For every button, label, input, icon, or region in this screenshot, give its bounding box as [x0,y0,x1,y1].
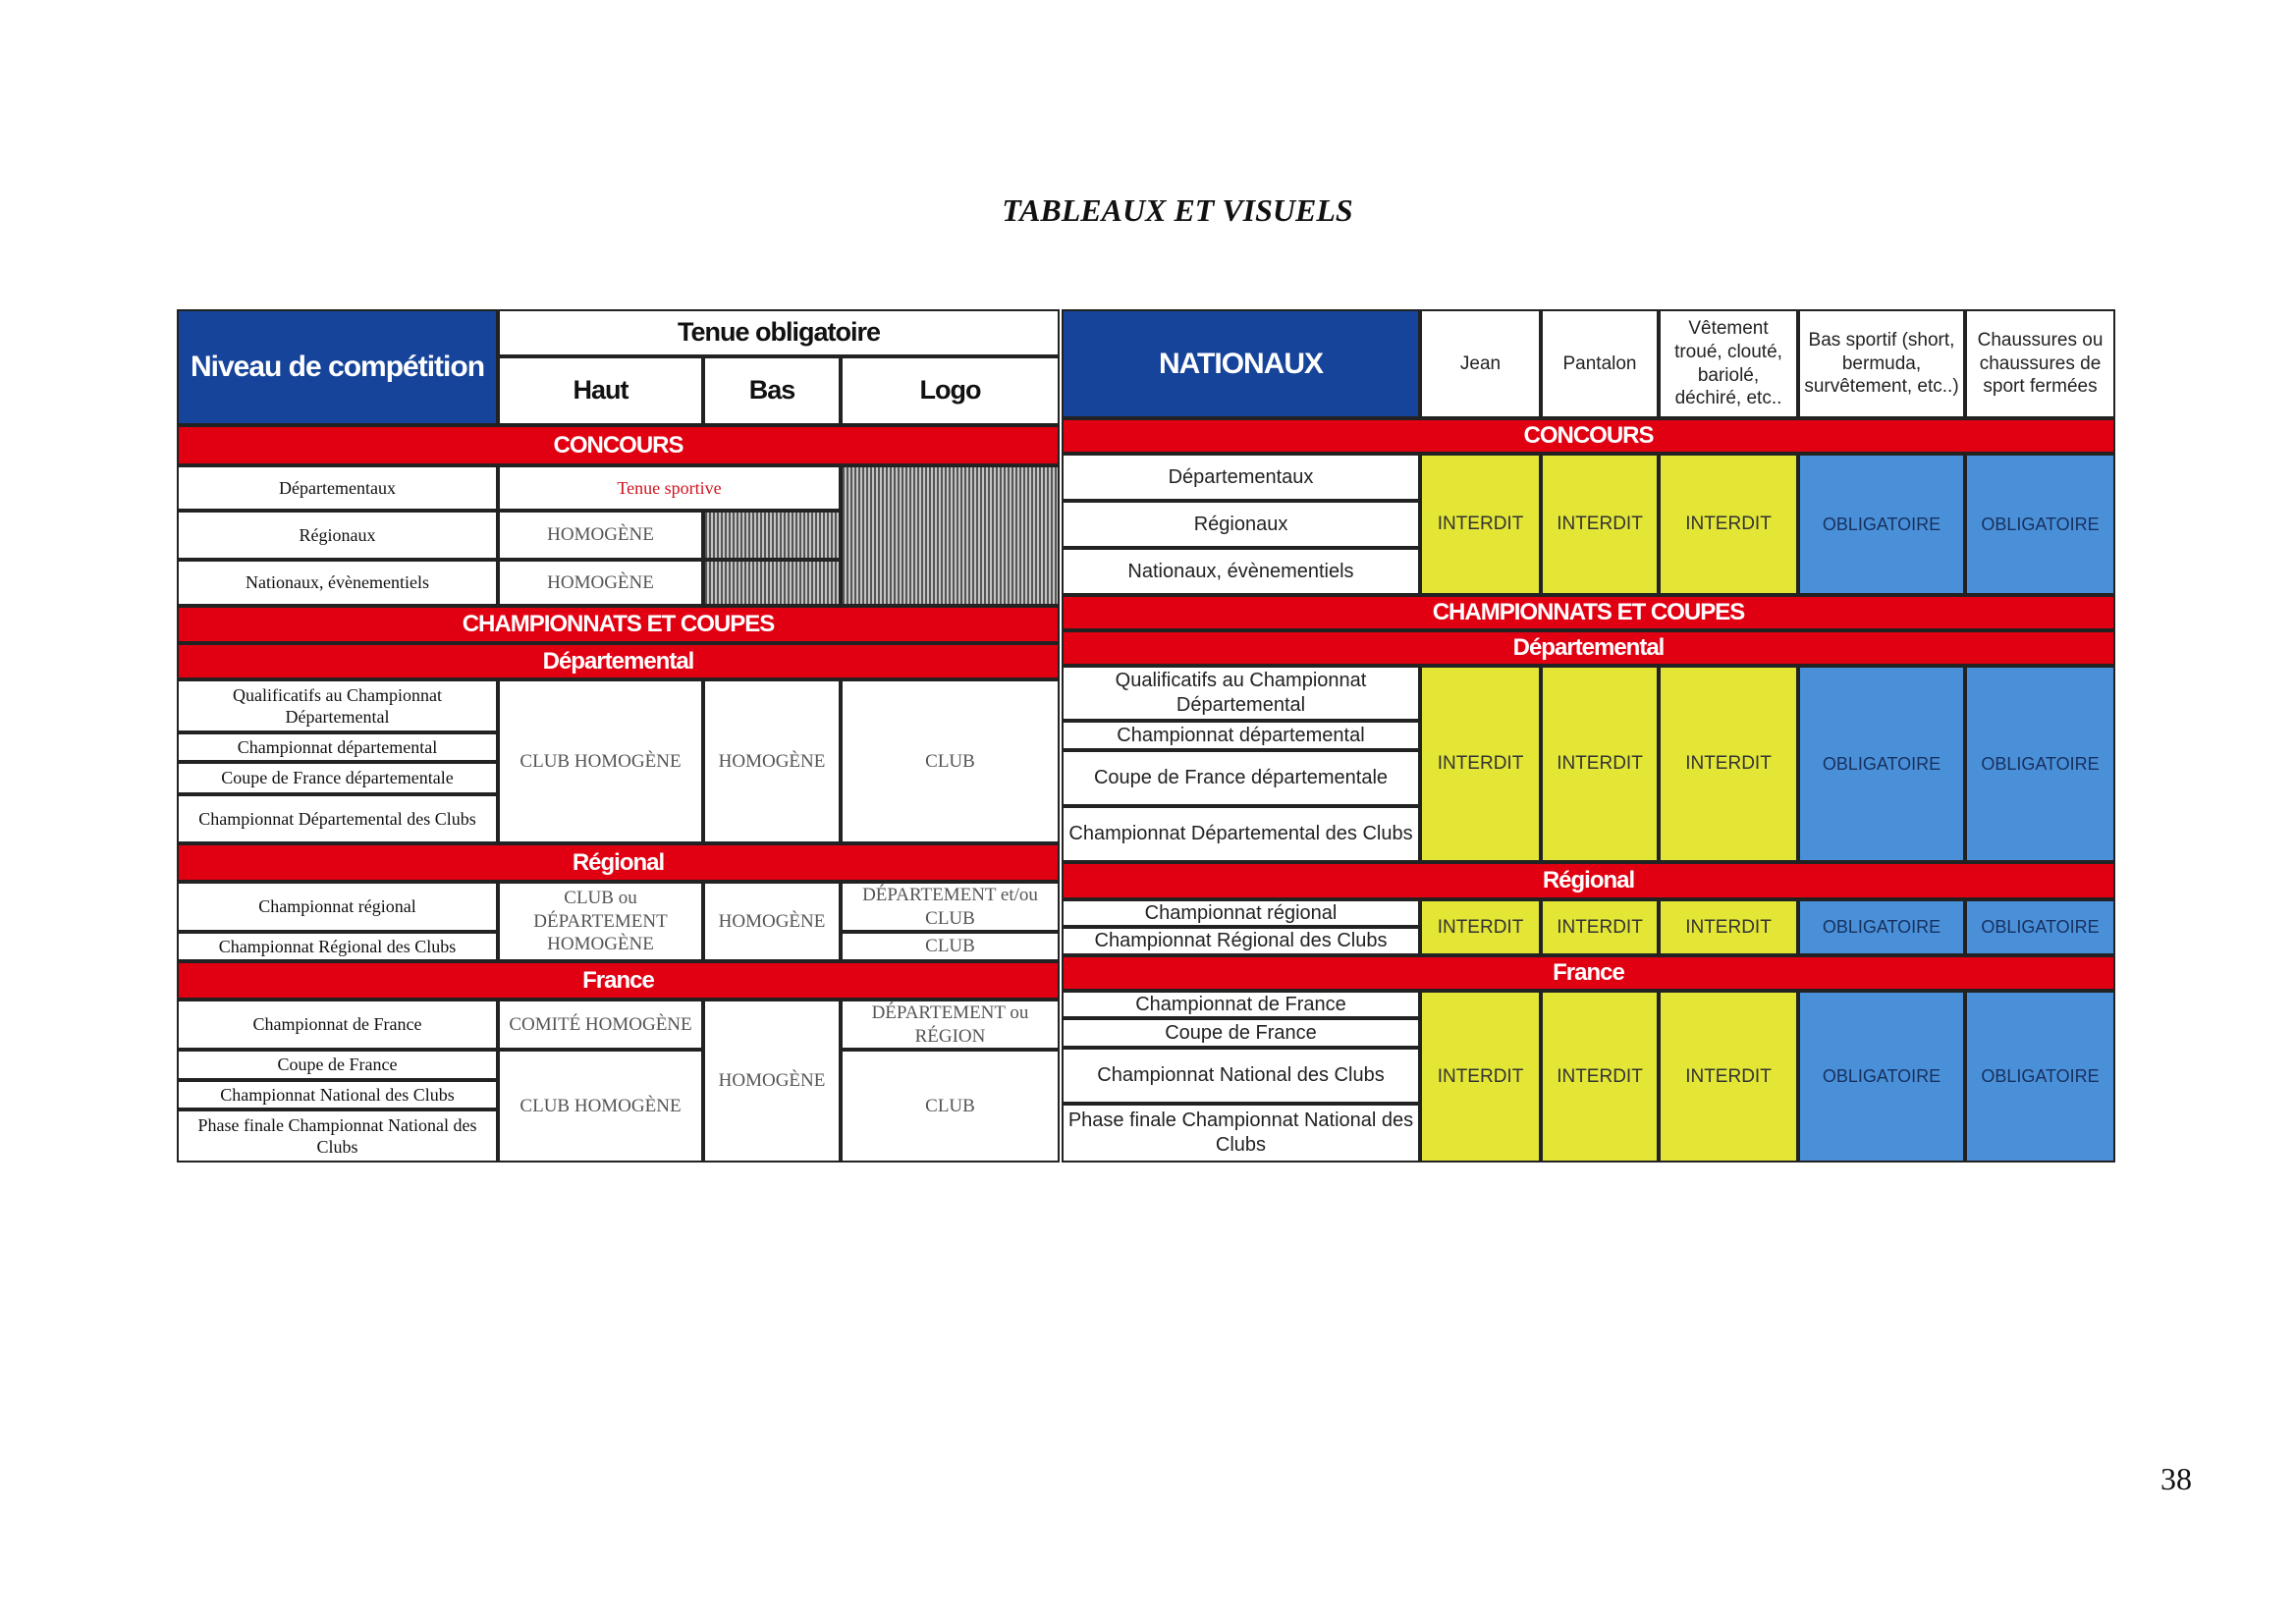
header-level: Niveau de compétition [177,309,498,425]
section-concours: CONCOURS [177,425,1060,465]
section-championnats: CHAMPIONNATS ET COUPES [177,606,1060,643]
hatched-cell [703,511,841,560]
bas-cell: HOMOGÈNE [703,882,841,961]
level-cell: Championnat de France [177,1000,498,1050]
header-logo: Logo [841,356,1060,425]
haut-cell: HOMOGÈNE [498,511,703,560]
section-regional: Régional [1062,862,2115,899]
haut-cell: COMITÉ HOMOGÈNE [498,1000,703,1050]
obligatoire-cell: OBLIGATOIRE [1798,991,1965,1163]
level-cell: Qualificatifs au Championnat Département… [1062,666,1420,721]
level-cell: Championnat Départemental des Clubs [1062,806,1420,862]
interdit-cell: INTERDIT [1420,991,1541,1163]
level-cell: Championnat départemental [177,732,498,762]
interdit-cell: INTERDIT [1420,899,1541,955]
level-cell: Championnat de France [1062,991,1420,1018]
obligatoire-cell: OBLIGATOIRE [1965,454,2115,595]
interdit-cell: INTERDIT [1420,454,1541,595]
obligatoire-cell: OBLIGATOIRE [1965,899,2115,955]
level-cell: Championnat Départemental des Clubs [177,794,498,843]
page-title: TABLEAUX ET VISUELS [1002,192,1353,228]
level-cell: Championnat régional [177,882,498,932]
haut-cell: CLUB HOMOGÈNE [498,679,703,843]
header-haut: Haut [498,356,703,425]
interdit-cell: INTERDIT [1541,454,1659,595]
section-france: France [177,961,1060,1000]
obligatoire-cell: OBLIGATOIRE [1965,991,2115,1163]
bas-cell: HOMOGÈNE [703,1000,841,1163]
level-cell: Championnat régional [1062,899,1420,927]
column-header: Vêtement troué, clouté, bariolé, déchiré… [1659,309,1798,418]
level-cell: Nationaux, évènementiels [1062,548,1420,595]
logo-cell: DÉPARTEMENT ou RÉGION [841,1000,1060,1050]
level-cell: Coupe de France départementale [1062,750,1420,806]
section-championnats: CHAMPIONNATS ET COUPES [1062,595,2115,630]
tenue-sportive-cell: Tenue sportive [498,465,841,511]
level-cell: Championnat National des Clubs [177,1080,498,1109]
obligatoire-cell: OBLIGATOIRE [1965,666,2115,862]
header-tenue: Tenue obligatoire [498,309,1060,356]
section-france: France [1062,955,2115,991]
haut-cell: CLUB ou DÉPARTEMENT HOMOGÈNE [498,882,703,961]
level-cell: Championnat Régional des Clubs [1062,927,1420,955]
level-cell: Départementaux [177,465,498,511]
level-cell: Coupe de France [1062,1018,1420,1048]
level-cell: Nationaux, évènementiels [177,560,498,606]
section-departemental: Départemental [1062,630,2115,666]
logo-cell: CLUB [841,679,1060,843]
logo-cell: CLUB [841,932,1060,961]
level-cell: Coupe de France départementale [177,762,498,794]
haut-cell: HOMOGÈNE [498,560,703,606]
page-number: 38 [2160,1461,2192,1496]
column-header: Bas sportif (short, bermuda, survêtement… [1798,309,1965,418]
header-nationaux: NATIONAUX [1062,309,1420,418]
hatched-cell [703,560,841,606]
haut-cell: CLUB HOMOGÈNE [498,1050,703,1163]
level-cell: Coupe de France [177,1050,498,1080]
obligatoire-cell: OBLIGATOIRE [1798,899,1965,955]
obligatoire-cell: OBLIGATOIRE [1798,666,1965,862]
obligatoire-cell: OBLIGATOIRE [1798,454,1965,595]
section-concours: CONCOURS [1062,418,2115,454]
interdit-cell: INTERDIT [1541,666,1659,862]
level-cell: Championnat National des Clubs [1062,1048,1420,1104]
column-header: Chaussures ou chaussures de sport fermée… [1965,309,2115,418]
hatched-cell [841,465,1060,606]
section-departemental: Départemental [177,643,1060,679]
level-cell: Régionaux [1062,501,1420,548]
logo-cell: CLUB [841,1050,1060,1163]
level-cell: Qualificatifs au Championnat Département… [177,679,498,732]
column-header: Pantalon [1541,309,1659,418]
interdit-cell: INTERDIT [1659,454,1798,595]
interdit-cell: INTERDIT [1420,666,1541,862]
level-cell: Championnat Régional des Clubs [177,932,498,961]
level-cell: Championnat départemental [1062,721,1420,750]
interdit-cell: INTERDIT [1659,991,1798,1163]
level-cell: Départementaux [1062,454,1420,501]
level-cell: Phase finale Championnat National des Cl… [177,1109,498,1163]
section-regional: Régional [177,843,1060,882]
header-bas: Bas [703,356,841,425]
interdit-cell: INTERDIT [1541,899,1659,955]
logo-cell: DÉPARTEMENT et/ou CLUB [841,882,1060,932]
level-cell: Phase finale Championnat National des Cl… [1062,1104,1420,1163]
bas-cell: HOMOGÈNE [703,679,841,843]
column-header: Jean [1420,309,1541,418]
interdit-cell: INTERDIT [1541,991,1659,1163]
interdit-cell: INTERDIT [1659,666,1798,862]
level-cell: Régionaux [177,511,498,560]
interdit-cell: INTERDIT [1659,899,1798,955]
